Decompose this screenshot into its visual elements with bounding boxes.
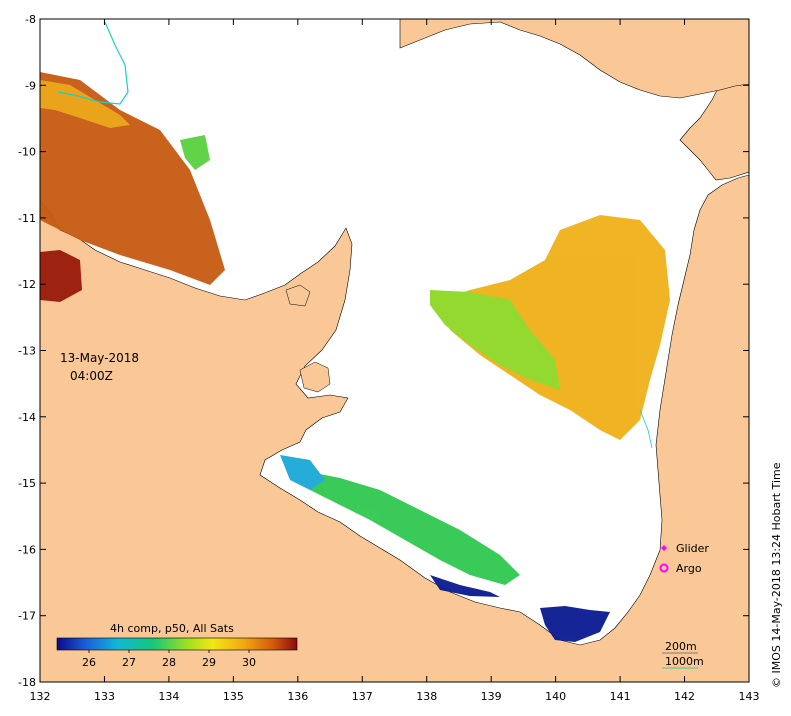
argo-label: Argo [676, 562, 702, 575]
sst-patch-south-deep [540, 606, 610, 642]
x-tick-label: 135 [223, 690, 244, 703]
depth-contour-coast [639, 409, 653, 449]
x-tick-label: 136 [287, 690, 308, 703]
sst-patch-east [440, 215, 670, 440]
y-tick-label: -8 [25, 13, 36, 26]
colorbar [56, 637, 298, 651]
x-tick-label: 137 [352, 690, 373, 703]
colorbar-tick-label: 28 [162, 656, 176, 669]
x-tick-label: 138 [416, 690, 437, 703]
colorbar-ticks: 26 27 28 29 30 [82, 650, 256, 669]
sst-patch-gulf-blue [280, 455, 325, 490]
y-tick-label: -10 [18, 146, 36, 159]
x-tick-label: 142 [674, 690, 695, 703]
y-tick-label: -18 [18, 676, 36, 689]
y-tick-label: -15 [18, 477, 36, 490]
argo-legend: Argo [659, 562, 702, 575]
x-tick-label: 140 [545, 690, 566, 703]
x-tick-label: 139 [481, 690, 502, 703]
y-axis: -8 -9 -10 -11 -12 -13 -14 -15 -16 -17 -18 [18, 13, 749, 689]
x-tick-label: 132 [30, 690, 51, 703]
x-axis: 132 133 134 135 136 137 138 139 140 141 142 143 [30, 19, 760, 703]
colorbar-title: 4h comp, p50, All Sats [110, 622, 234, 635]
depth-1000m-label: 1000m [665, 655, 704, 668]
y-tick-label: -17 [18, 610, 36, 623]
x-tick-label: 133 [94, 690, 115, 703]
land-groote [285, 284, 311, 307]
x-tick-label: 143 [739, 690, 760, 703]
land-new-guinea [399, 19, 749, 99]
land-arnhem [40, 174, 749, 682]
date-label: 13-May-2018 [60, 351, 139, 365]
y-tick-label: -14 [18, 411, 36, 424]
sst-patch-northwest-hot [40, 250, 82, 302]
y-tick-label: -11 [18, 212, 36, 225]
argo-icon [659, 563, 669, 573]
sst-patch-east-green [430, 290, 560, 390]
depth-200m-label: 200m [665, 640, 697, 653]
colorbar-tick-label: 30 [242, 656, 256, 669]
colorbar-tick-label: 26 [82, 656, 96, 669]
sst-patch-north-green [180, 135, 210, 170]
y-tick-label: -12 [18, 278, 36, 291]
sst-patch-northwest [40, 72, 225, 285]
sst-patch-gulf-green [300, 470, 520, 585]
glider-icon [661, 545, 667, 551]
sst-patch-northwest-edge [40, 80, 130, 128]
depth-contour-cyan [57, 21, 129, 105]
time-label: 04:00Z [70, 369, 113, 383]
sst-patch-gulf-deep [430, 575, 500, 597]
x-tick-label: 134 [158, 690, 179, 703]
land-island-top-left [299, 361, 331, 393]
y-tick-label: -13 [18, 345, 36, 358]
credit-text: © IMOS 14-May-2018 13:24 Hobart Time [770, 462, 783, 688]
x-tick-label: 141 [610, 690, 631, 703]
y-tick-label: -16 [18, 543, 36, 556]
colorbar-tick-label: 27 [122, 656, 136, 669]
colorbar-tick-label: 29 [202, 656, 216, 669]
y-tick-label: -9 [25, 79, 36, 92]
glider-legend: Glider [661, 542, 709, 555]
glider-label: Glider [676, 542, 709, 555]
